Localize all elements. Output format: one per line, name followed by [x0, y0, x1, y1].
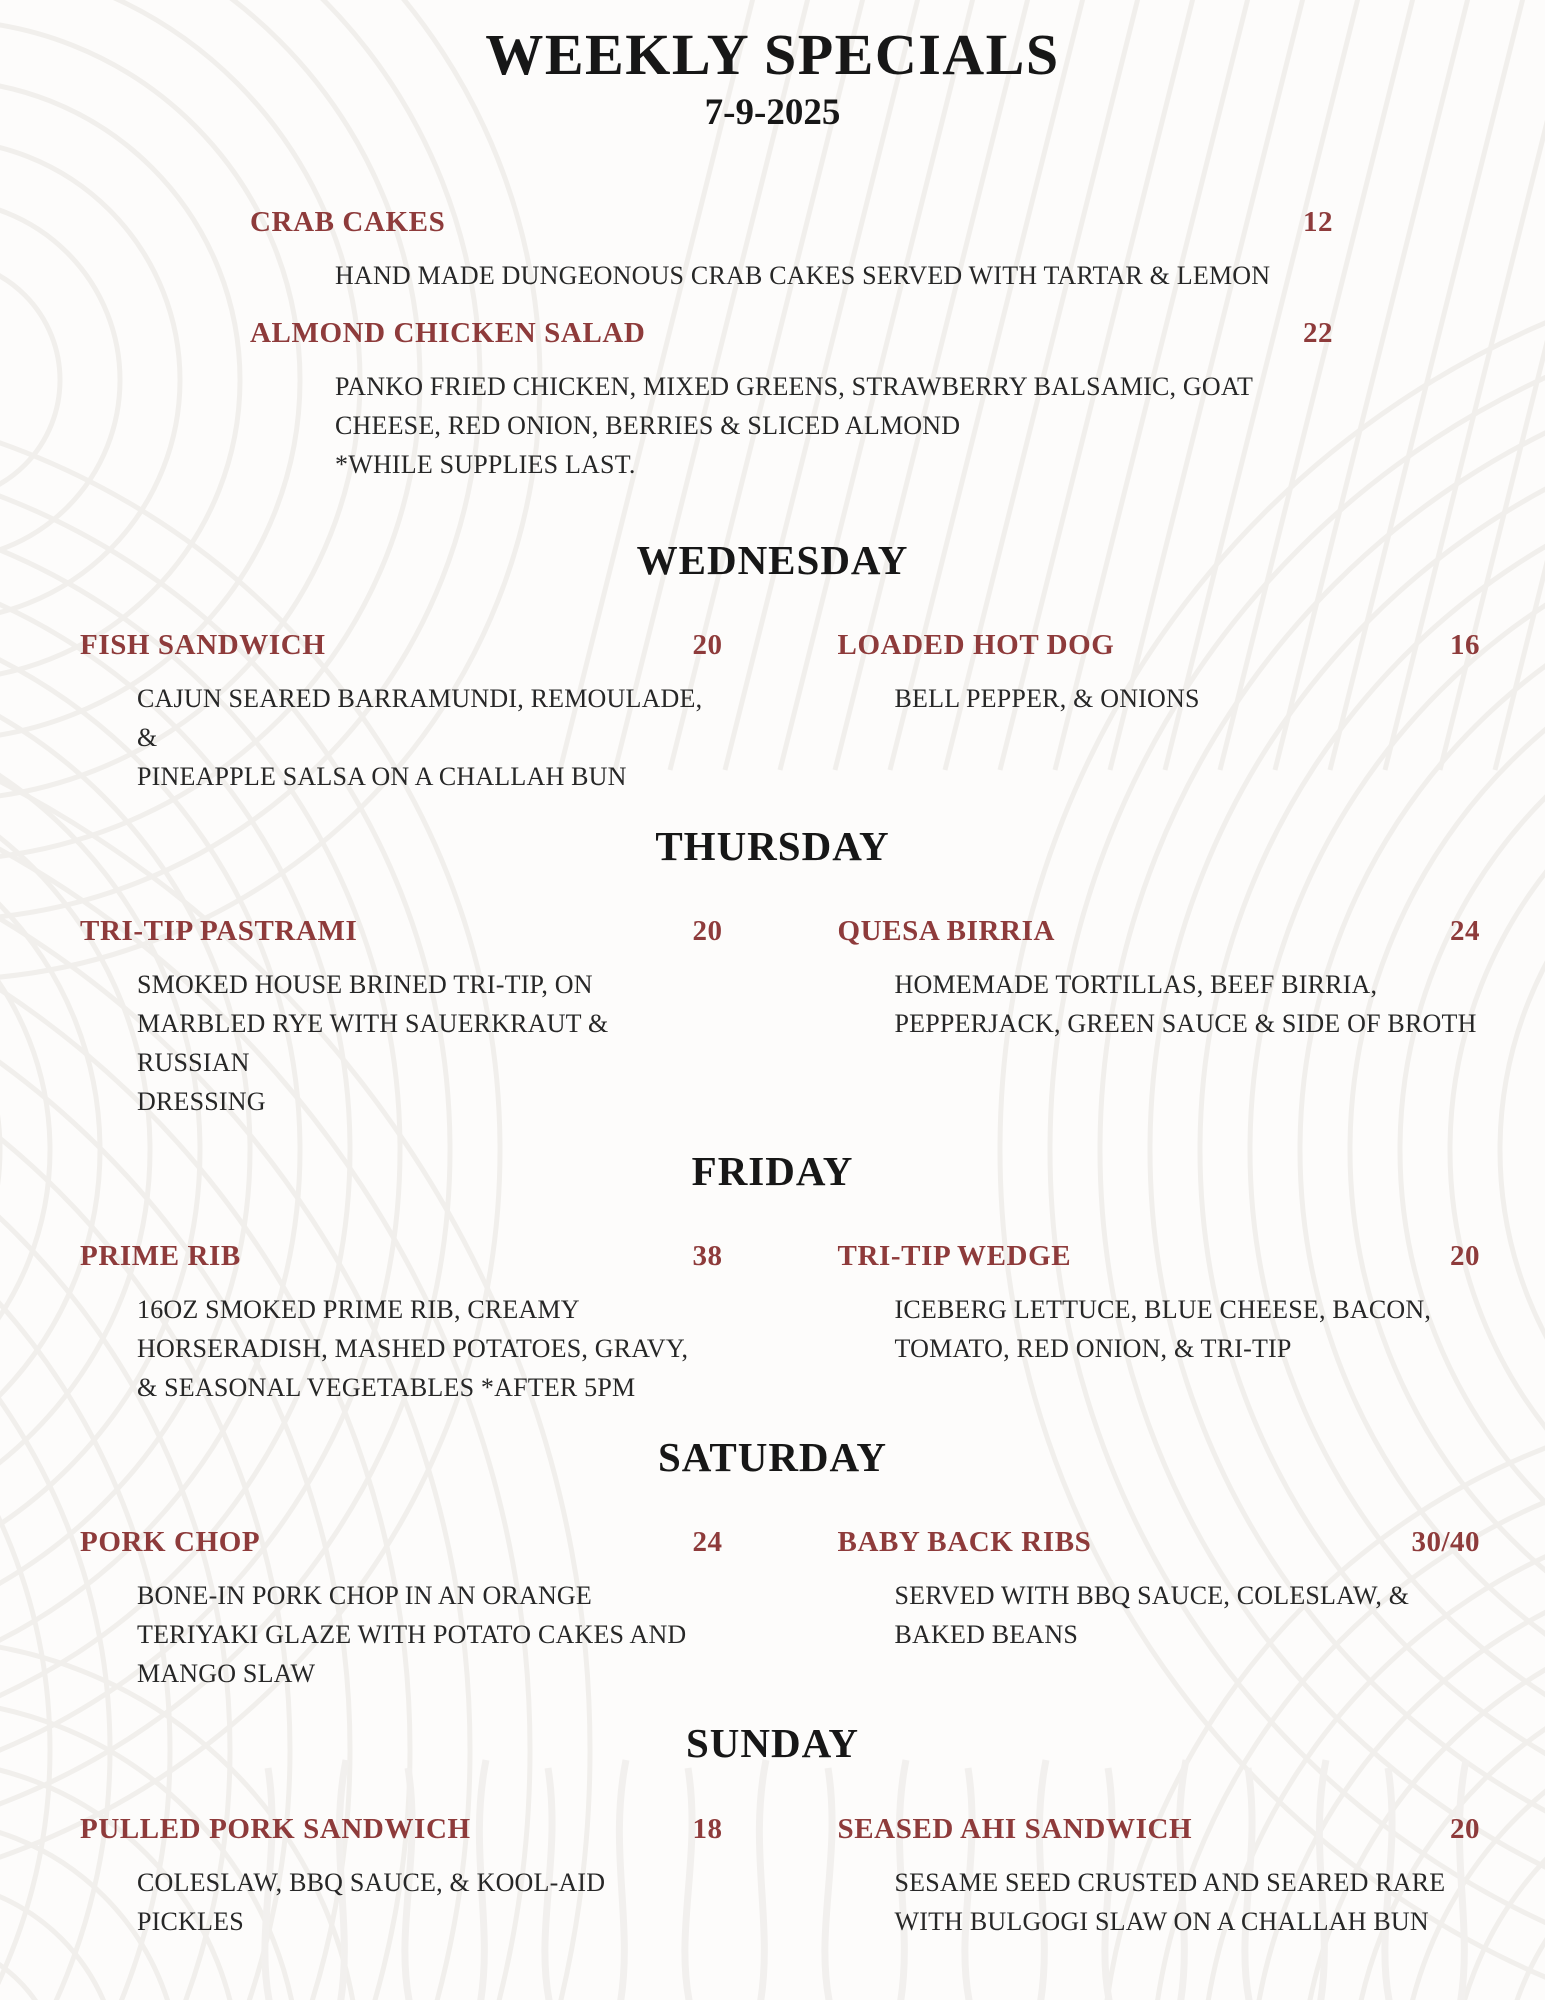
item-price: 38 [692, 1240, 723, 1273]
item-description: CAJUN SEARED BARRAMUNDI, REMOULADE, & PI… [137, 683, 703, 791]
item-price: 20 [1450, 1812, 1480, 1845]
day-section-thursday: THURSDAY TRI-TIP PASTRAMI 20 SMOKED HOUS… [0, 822, 1545, 1121]
item-price: 18 [692, 1812, 723, 1845]
item-description: PANKO FRIED CHICKEN, MIXED GREENS, STRAW… [335, 371, 1254, 479]
item-name: PRIME RIB [80, 1240, 241, 1273]
item-header-row: SEASED AHI SANDWICH 20 [838, 1813, 1481, 1846]
item-name: ALMOND CHICKEN SALAD [250, 316, 646, 349]
day-section-sunday: SUNDAY PULLED PORK SANDWICH 18 COLESLAW,… [0, 1719, 1545, 1940]
item-description: BONE-IN PORK CHOP IN AN ORANGE TERIYAKI … [137, 1581, 687, 1689]
item-price: 20 [692, 915, 723, 948]
item-price: 20 [1450, 1240, 1480, 1273]
item-name: PORK CHOP [80, 1526, 261, 1559]
menu-item: TRI-TIP PASTRAMI 20 SMOKED HOUSE BRINED … [80, 915, 723, 1121]
item-price: 12 [1303, 205, 1333, 238]
day-title: FRIDAY [691, 1148, 854, 1195]
day-section-friday: FRIDAY PRIME RIB 38 16OZ SMOKED PRIME RI… [0, 1147, 1545, 1407]
menu-item: FISH SANDWICH 20 CAJUN SEARED BARRAMUNDI… [80, 629, 723, 796]
item-price: 24 [692, 1526, 723, 1559]
menu-item: CRAB CAKES 12 HAND MADE DUNGEONOUS CRAB … [250, 206, 1333, 295]
item-header-row: ALMOND CHICKEN SALAD 22 [250, 317, 1333, 350]
item-header-row: PULLED PORK SANDWICH 18 [80, 1813, 723, 1846]
day-title: SATURDAY [658, 1434, 887, 1481]
page-title: WEEKLY SPECIALS [485, 22, 1060, 87]
day-columns: PULLED PORK SANDWICH 18 COLESLAW, BBQ SA… [0, 1813, 1545, 1941]
item-price: 22 [1303, 316, 1333, 349]
item-name: SEASED AHI SANDWICH [837, 1812, 1193, 1845]
item-name: FISH SANDWICH [80, 628, 326, 661]
menu-item: PRIME RIB 38 16OZ SMOKED PRIME RIB, CREA… [80, 1240, 723, 1407]
item-description: ICEBERG LETTUCE, BLUE CHEESE, BACON, TOM… [894, 1295, 1432, 1364]
item-description: 16OZ SMOKED PRIME RIB, CREAMY HORSERADIS… [137, 1295, 689, 1403]
menu-header: WEEKLY SPECIALS 7-9-2025 [0, 0, 1545, 134]
menu-date: 7-9-2025 [704, 91, 841, 133]
menu-item: BABY BACK RIBS 30/40 SERVED WITH BBQ SAU… [838, 1526, 1481, 1693]
item-price: 16 [1450, 628, 1480, 661]
item-price: 20 [692, 628, 723, 661]
item-description: SMOKED HOUSE BRINED TRI-TIP, ON MARBLED … [137, 970, 609, 1117]
day-columns: FISH SANDWICH 20 CAJUN SEARED BARRAMUNDI… [0, 629, 1545, 796]
item-name: QUESA BIRRIA [837, 915, 1056, 948]
day-section-saturday: SATURDAY PORK CHOP 24 BONE-IN PORK CHOP … [0, 1433, 1545, 1693]
item-price: 30/40 [1411, 1526, 1480, 1559]
day-title: SUNDAY [685, 1720, 860, 1767]
item-description: BELL PEPPER, & ONIONS [894, 683, 1200, 713]
item-description: HOMEMADE TORTILLAS, BEEF BIRRIA, PEPPERJ… [894, 970, 1477, 1039]
day-columns: TRI-TIP PASTRAMI 20 SMOKED HOUSE BRINED … [0, 915, 1545, 1121]
item-description: SERVED WITH BBQ SAUCE, COLESLAW, & BAKED… [894, 1581, 1410, 1650]
item-header-row: QUESA BIRRIA 24 [838, 915, 1481, 948]
day-title: WEDNESDAY [636, 536, 909, 583]
item-header-row: TRI-TIP PASTRAMI 20 [80, 915, 723, 948]
item-price: 24 [1450, 915, 1480, 948]
item-name: TRI-TIP PASTRAMI [80, 915, 358, 948]
item-description: HAND MADE DUNGEONOUS CRAB CAKES SERVED W… [335, 260, 1271, 290]
item-header-row: PRIME RIB 38 [80, 1240, 723, 1273]
featured-specials-section: CRAB CAKES 12 HAND MADE DUNGEONOUS CRAB … [0, 206, 1545, 484]
item-description: SESAME SEED CRUSTED AND SEARED RARE WITH… [894, 1867, 1446, 1936]
menu-item: LOADED HOT DOG 16 BELL PEPPER, & ONIONS [838, 629, 1481, 796]
day-section-wednesday: WEDNESDAY FISH SANDWICH 20 CAJUN SEARED … [0, 536, 1545, 796]
item-name: CRAB CAKES [250, 205, 446, 238]
menu-item: SEASED AHI SANDWICH 20 SESAME SEED CRUST… [838, 1813, 1481, 1941]
item-name: BABY BACK RIBS [837, 1526, 1092, 1559]
menu-item: TRI-TIP WEDGE 20 ICEBERG LETTUCE, BLUE C… [838, 1240, 1481, 1407]
item-name: TRI-TIP WEDGE [837, 1240, 1072, 1273]
item-header-row: LOADED HOT DOG 16 [838, 629, 1481, 662]
menu-item: QUESA BIRRIA 24 HOMEMADE TORTILLAS, BEEF… [838, 915, 1481, 1121]
day-columns: PRIME RIB 38 16OZ SMOKED PRIME RIB, CREA… [0, 1240, 1545, 1407]
menu-item: ALMOND CHICKEN SALAD 22 PANKO FRIED CHIC… [250, 317, 1333, 484]
item-header-row: CRAB CAKES 12 [250, 206, 1333, 239]
item-name: LOADED HOT DOG [837, 628, 1115, 661]
item-header-row: BABY BACK RIBS 30/40 [838, 1526, 1481, 1559]
item-header-row: FISH SANDWICH 20 [80, 629, 723, 662]
menu-item: PORK CHOP 24 BONE-IN PORK CHOP IN AN ORA… [80, 1526, 723, 1693]
day-columns: PORK CHOP 24 BONE-IN PORK CHOP IN AN ORA… [0, 1526, 1545, 1693]
item-header-row: PORK CHOP 24 [80, 1526, 723, 1559]
item-name: PULLED PORK SANDWICH [80, 1812, 471, 1845]
menu-item: PULLED PORK SANDWICH 18 COLESLAW, BBQ SA… [80, 1813, 723, 1941]
day-title: THURSDAY [655, 822, 890, 869]
menu-content: WEEKLY SPECIALS 7-9-2025 CRAB CAKES 12 H… [0, 0, 1545, 1940]
item-header-row: TRI-TIP WEDGE 20 [838, 1240, 1481, 1273]
item-description: COLESLAW, BBQ SAUCE, & KOOL-AID PICKLES [137, 1867, 606, 1936]
